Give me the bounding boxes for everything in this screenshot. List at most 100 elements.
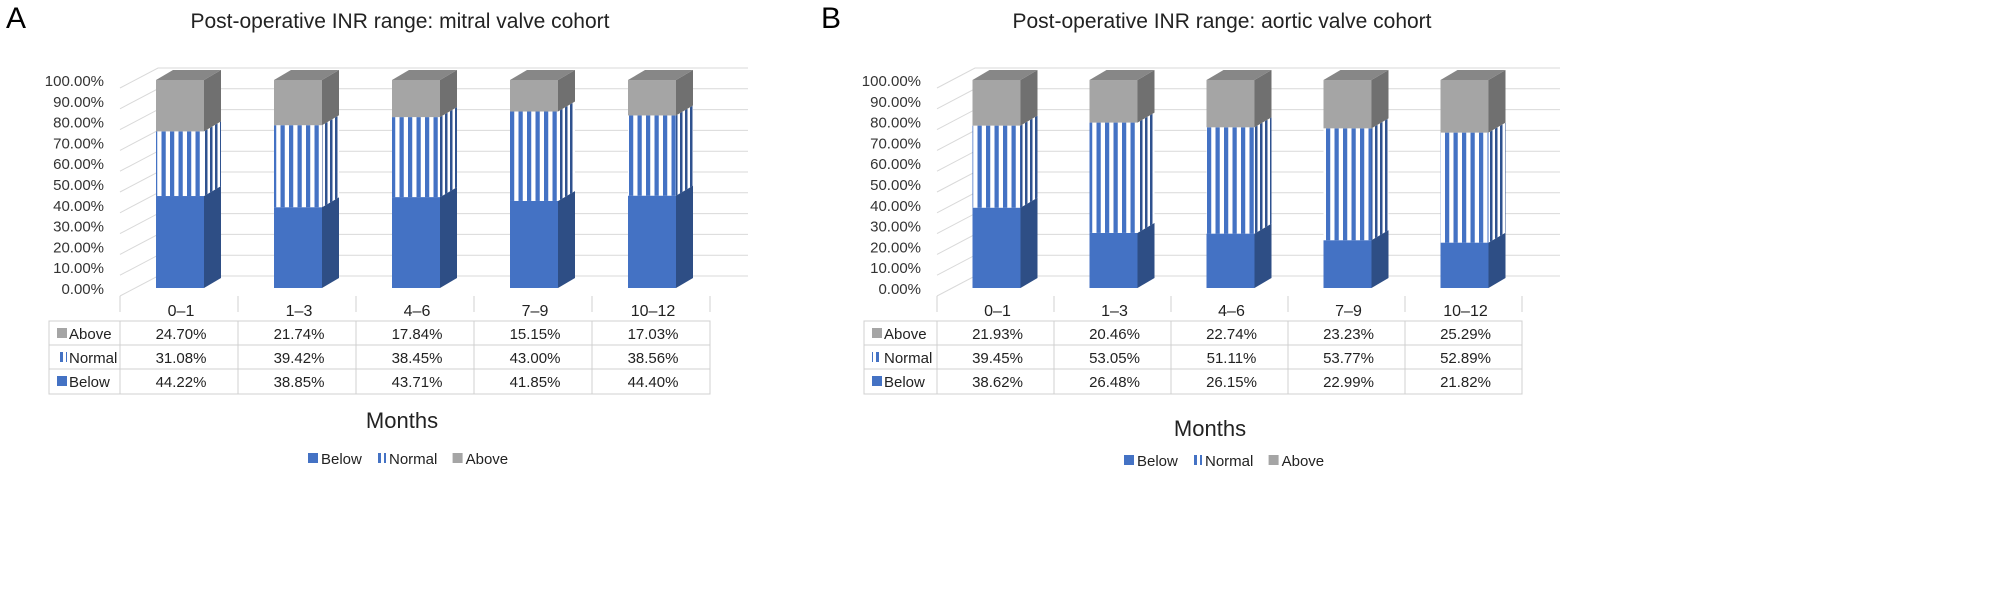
bar-segment-above-top: [392, 70, 457, 80]
bar-segment-above-side: [1137, 70, 1155, 123]
data-table-swatch: [57, 376, 67, 386]
bar-segment-normal-side: [1488, 122, 1506, 243]
bar-segment-above-side: [1254, 70, 1272, 128]
bar-segment-normal-side: [322, 115, 339, 208]
bar-segment-normal: [392, 117, 440, 198]
x-axis-title: Months: [366, 408, 438, 433]
y-tick-label: 0.00%: [878, 281, 921, 298]
bar-segment-normal-side: [558, 101, 575, 201]
y-tick-label: 20.00%: [870, 239, 921, 256]
bar-segment-above-top: [1206, 70, 1272, 80]
legend-swatch-below: [1124, 455, 1134, 465]
bar-segment-normal: [628, 115, 676, 196]
bar-segment-above-top: [510, 70, 575, 80]
bar-segment-normal-side: [440, 107, 457, 198]
bar-segment-above-top: [274, 69, 339, 80]
bar-segment-above-side: [1488, 70, 1506, 133]
bar-segment-below: [972, 207, 1021, 288]
data-table-value: 43.71%: [392, 374, 443, 391]
data-table-value: 53.77%: [1323, 350, 1374, 367]
y-tick-label: 10.00%: [53, 260, 104, 277]
data-table-value: 26.15%: [1206, 374, 1257, 391]
bar-segment-above-top: [156, 70, 221, 80]
bar-segment-normal: [972, 125, 1021, 208]
bar-segment-below-side: [1020, 197, 1038, 288]
bar-segment-above-side: [204, 70, 221, 132]
data-table-series-label: Normal: [884, 350, 932, 367]
y-tick-label: 20.00%: [53, 239, 104, 256]
legend-swatch-below: [308, 453, 318, 463]
x-tick-label: 1–3: [1101, 303, 1128, 320]
bar-segment-below: [274, 207, 322, 288]
bar-segment-below: [1440, 242, 1489, 288]
chart-panel-B: B Post-operative INR range: aortic valve …: [821, 2, 1560, 470]
x-tick-label: 7–9: [522, 303, 549, 320]
data-table-border: [48, 320, 711, 395]
bar-segment-below-side: [558, 190, 575, 288]
data-table-value: 20.46%: [1089, 326, 1140, 343]
bar-segment-normal-side: [1020, 115, 1038, 208]
y-tick-label: 10.00%: [870, 260, 921, 277]
x-tick-label: 1–3: [286, 303, 313, 320]
data-table-series-label: Normal: [69, 350, 117, 367]
bar-segment-normal-side: [676, 105, 693, 196]
bar-segment-above: [1206, 80, 1255, 128]
data-table-value: 51.11%: [1207, 350, 1257, 367]
legend-label-normal: Normal: [1205, 453, 1253, 470]
data-table-border: [863, 320, 1523, 395]
legend-swatch-above: [452, 453, 463, 463]
bar-segment-above-side: [676, 70, 693, 116]
chart-title: Post-operative INR range: aortic valve c…: [1012, 10, 1431, 33]
data-table-value: 38.45%: [392, 350, 443, 367]
legend-label-below: Below: [321, 451, 362, 468]
y-tick-label: 50.00%: [870, 177, 921, 194]
bar-segment-above: [1323, 80, 1372, 129]
bar-segment-below: [510, 200, 558, 288]
gridline: [936, 67, 1560, 89]
bar-segment-below-side: [1488, 232, 1506, 288]
panel-letter: B: [821, 2, 841, 35]
y-tick-label: 90.00%: [870, 94, 921, 111]
data-table-swatch: [872, 352, 882, 362]
y-tick-label: 30.00%: [53, 219, 104, 236]
bar-segment-above: [274, 79, 322, 126]
bar-segment-below-side: [440, 187, 457, 288]
bar-segment-above-side: [1371, 70, 1389, 129]
x-tick-label: 4–6: [1218, 303, 1245, 320]
bar-segment-above: [972, 80, 1021, 126]
data-table-swatch: [57, 328, 67, 338]
bar-segment-below: [1206, 233, 1255, 288]
bar-segment-above-top: [1323, 70, 1389, 81]
bar-segment-normal-side: [1137, 112, 1155, 233]
data-table-value: 38.56%: [628, 350, 679, 367]
legend-label-below: Below: [1137, 453, 1178, 470]
y-tick-label: 40.00%: [53, 198, 104, 215]
data-table-value: 44.40%: [628, 374, 679, 391]
data-table-series-label: Above: [69, 326, 112, 343]
data-table-value: 17.03%: [628, 326, 679, 343]
data-table-swatch: [872, 376, 882, 386]
data-table-value: 17.84%: [392, 326, 443, 343]
bar-segment-normal: [1323, 128, 1372, 241]
chart-panel-A: A Post-operative INR range: mitral valve …: [6, 2, 748, 468]
bar-segment-below: [156, 196, 204, 288]
y-tick-label: 70.00%: [870, 135, 921, 152]
bar-segment-below: [392, 197, 440, 288]
gridline: [119, 67, 748, 89]
data-table-value: 23.23%: [1323, 326, 1374, 343]
bar-segment-below: [1089, 232, 1138, 288]
bar-segment-below-side: [1137, 222, 1155, 288]
data-table-value: 15.15%: [510, 326, 561, 343]
y-tick-label: 60.00%: [53, 156, 104, 173]
bar-segment-above: [1440, 80, 1489, 133]
data-table-value: 53.05%: [1089, 350, 1140, 367]
data-table-value: 22.99%: [1323, 374, 1374, 391]
data-table-value: 21.93%: [972, 326, 1023, 343]
bar-segment-normal: [510, 111, 558, 201]
y-tick-label: 100.00%: [45, 73, 104, 90]
data-table-value: 22.74%: [1206, 326, 1257, 343]
data-table-swatch: [57, 352, 67, 362]
bar-segment-above-top: [1089, 70, 1155, 81]
panel-letter: A: [6, 2, 26, 35]
y-tick-label: 50.00%: [53, 177, 104, 194]
